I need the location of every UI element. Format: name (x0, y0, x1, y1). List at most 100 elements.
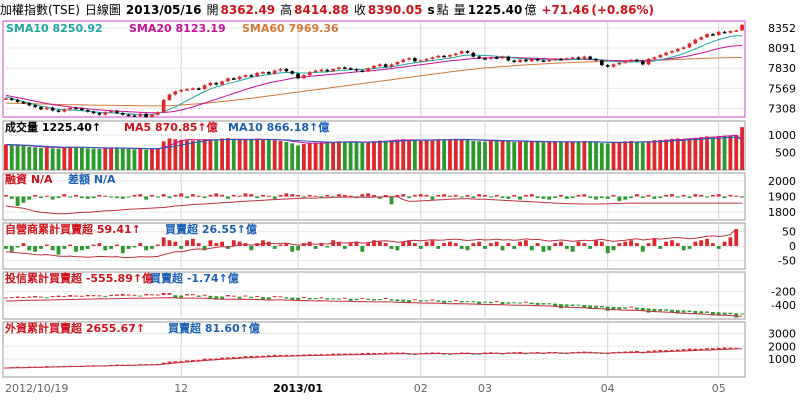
volume-bar (512, 142, 517, 170)
margin-bar (144, 196, 149, 200)
volume-bar (39, 147, 43, 170)
trust-bar (33, 296, 38, 298)
candle (535, 58, 540, 61)
volume-bar (56, 148, 61, 170)
dealer-bar (465, 246, 470, 251)
candle (50, 107, 55, 111)
trust-bar (185, 293, 189, 296)
foreign-bar (231, 357, 236, 359)
x-tick-label: 04 (601, 382, 615, 395)
margin-bar (167, 196, 172, 199)
volume-bar (237, 139, 242, 170)
trust-bar (220, 296, 224, 300)
trust-title: 投信累計買賣超 -555.89↑億 (5, 271, 153, 285)
margin-bar (483, 194, 487, 197)
candle (156, 112, 160, 115)
foreign-bar (383, 352, 388, 354)
volume-bar (675, 138, 680, 170)
candle (500, 56, 505, 59)
volume-bar (226, 138, 230, 170)
volume-bar (611, 142, 616, 170)
margin-bar (500, 196, 505, 199)
foreign-bar (185, 360, 189, 362)
price-y-tick-label: 8091 (768, 42, 796, 55)
margin-bar (342, 194, 347, 197)
foreign-panel-frame (2, 321, 746, 378)
candle (442, 55, 446, 58)
foreign-bar (237, 356, 242, 359)
dealer-bar (494, 241, 499, 246)
dealer-bar (722, 241, 727, 246)
trust-bar (453, 300, 458, 302)
candle (319, 69, 324, 72)
trust-bar (570, 304, 575, 307)
margin-bar (155, 196, 160, 198)
foreign-bar (290, 354, 295, 357)
volume-bar (442, 139, 447, 170)
candle (436, 55, 441, 58)
dealer-bar (664, 241, 669, 246)
foreign-net-label: 買賣超 81.60↑億 (168, 321, 260, 335)
candle (202, 85, 207, 90)
volume-bar (255, 138, 260, 170)
trust-bar (360, 298, 365, 300)
dealer-bar (62, 246, 67, 249)
margin-bar (231, 194, 236, 197)
volume-bar (453, 138, 458, 170)
margin-bar (652, 196, 657, 199)
dealer-bar (79, 246, 84, 251)
foreign-bar (547, 351, 552, 353)
trust-bar (705, 311, 709, 313)
candle (512, 60, 517, 63)
dealer-bar (582, 243, 587, 246)
trust-bar (62, 296, 67, 298)
dealer-bar (348, 243, 353, 246)
candle (296, 73, 300, 79)
close-value: 8390.05 (367, 3, 423, 17)
margin-bar (529, 194, 534, 197)
margin-bar (377, 196, 382, 199)
candle (167, 94, 172, 100)
trust-bar (640, 307, 645, 311)
dealer-bar (453, 243, 458, 246)
x-tick-label: 12 (174, 382, 188, 395)
candle (716, 31, 721, 35)
dealer-bar (266, 241, 271, 246)
candle (249, 75, 254, 77)
margin-bar (226, 196, 230, 199)
high-value: 8414.88 (294, 3, 349, 17)
volume-bar (465, 139, 470, 170)
trust-bar (301, 297, 306, 299)
trust-bar (652, 308, 657, 312)
candle (372, 65, 376, 69)
volume-bar (161, 141, 166, 170)
candle (565, 58, 569, 60)
margin-bar (56, 196, 61, 199)
candle (284, 69, 289, 72)
candle (103, 112, 108, 115)
margin-bar (623, 196, 628, 200)
margin-bar (150, 194, 154, 197)
dealer-bar (185, 240, 189, 246)
candle (97, 113, 102, 115)
margin-bar (535, 196, 540, 199)
candle (68, 107, 72, 110)
trust-bar (325, 298, 330, 300)
trust-y-tick-label: -400 (771, 299, 796, 312)
volume-bar (424, 139, 429, 170)
margin-bar (728, 194, 733, 197)
margin-bar (465, 194, 470, 197)
foreign-bar (44, 366, 49, 368)
margin-bar (337, 194, 341, 197)
volume-bar (506, 141, 511, 170)
candle (687, 43, 692, 48)
volume-bar (570, 142, 575, 170)
trust-bar (120, 293, 125, 296)
volume-bar (740, 127, 744, 170)
candle (448, 55, 452, 57)
dealer-bar (319, 243, 324, 246)
candle (559, 58, 563, 61)
change-percent: (+0.86%) (591, 3, 655, 17)
trust-bar (605, 306, 610, 311)
dealer-bar (167, 240, 172, 246)
